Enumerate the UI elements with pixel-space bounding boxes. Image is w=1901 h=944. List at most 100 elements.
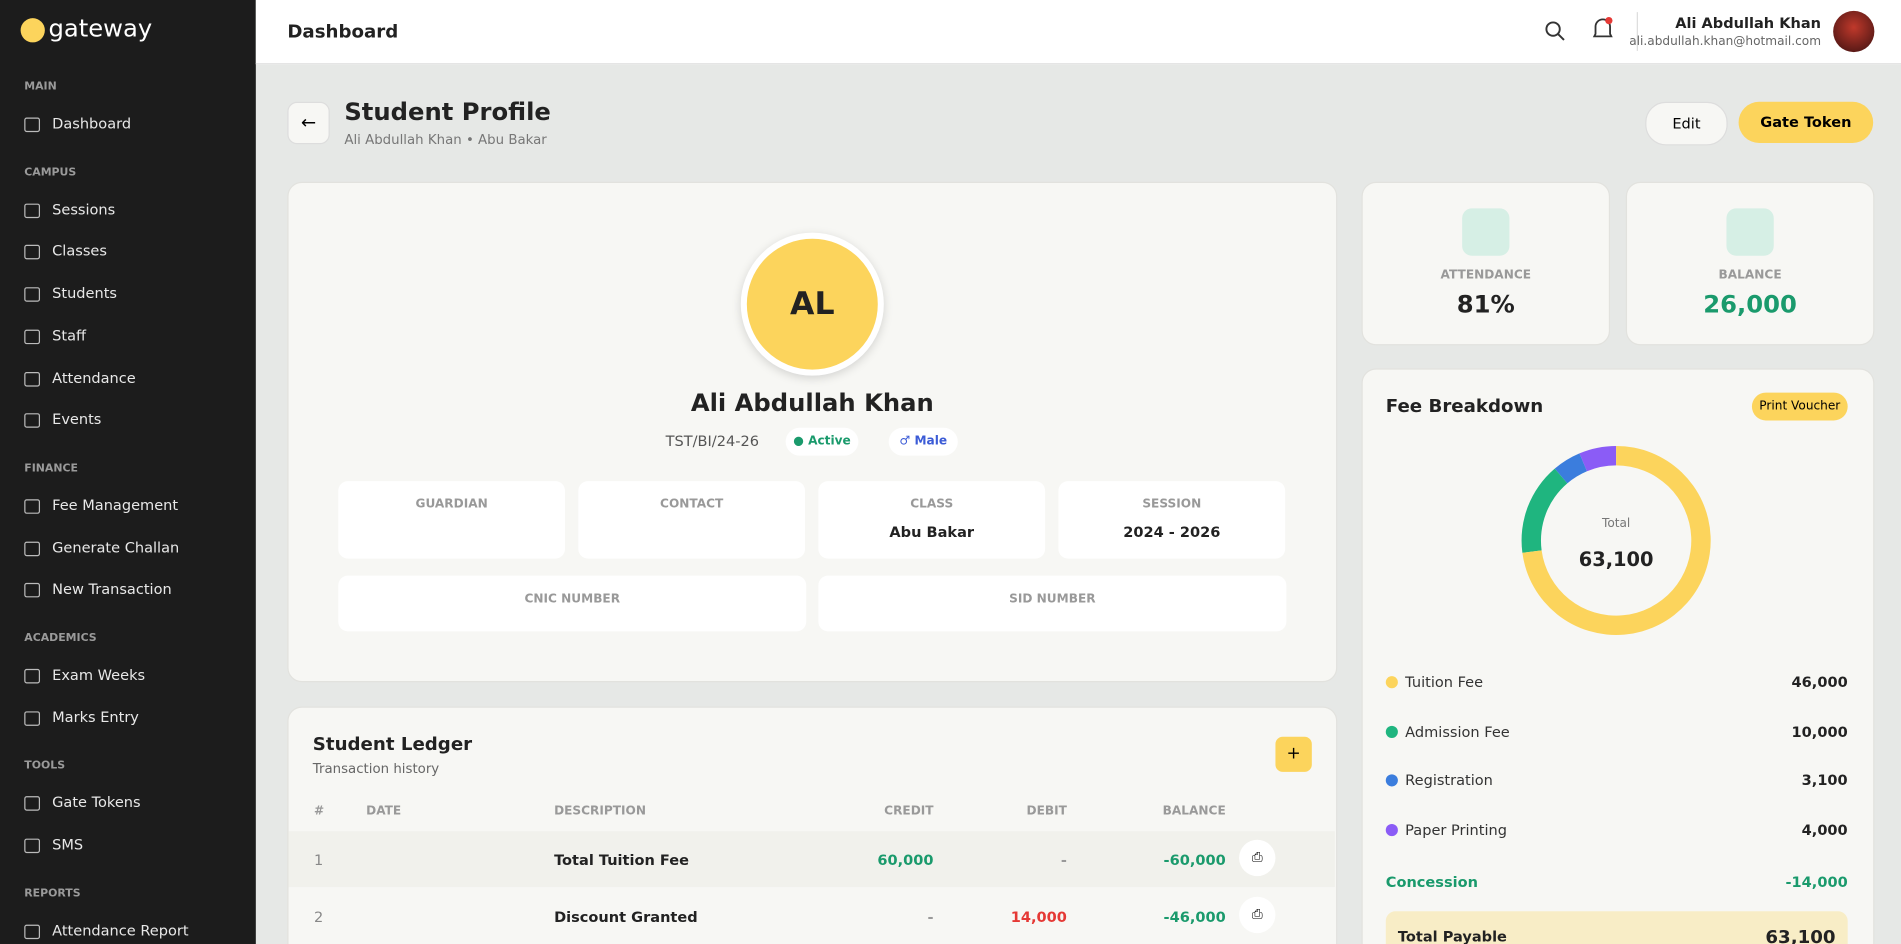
gender: Male — [914, 435, 948, 449]
search-icon[interactable] — [1545, 21, 1567, 43]
donut-chart: Total 63,100 — [1521, 445, 1711, 635]
nav-item[interactable]: Classes — [52, 242, 107, 260]
legend-value: 10,000 — [1791, 722, 1848, 740]
status: Active — [808, 435, 851, 449]
add-button[interactable]: + — [1275, 736, 1312, 772]
field-box: CONTACT — [578, 481, 806, 559]
nav-icon — [24, 924, 41, 939]
cell: -60,000 — [1163, 851, 1226, 869]
legend-name: Admission Fee — [1405, 722, 1510, 740]
donut-slice — [1521, 468, 1568, 553]
avatar[interactable] — [1833, 10, 1875, 53]
cell: -46,000 — [1163, 908, 1226, 926]
nav-section: CAMPUS — [24, 166, 77, 179]
column-header: CREDIT — [884, 804, 934, 818]
nav-icon — [24, 499, 41, 514]
print-voucher[interactable]: Print Voucher — [1751, 392, 1848, 421]
donut-slice — [1554, 453, 1587, 484]
edit-button[interactable]: Edit — [1645, 101, 1728, 146]
stat-icon — [1462, 208, 1510, 256]
field-value: Abu Bakar — [889, 523, 975, 541]
nav-item[interactable]: New Transaction — [52, 580, 172, 598]
nav-item[interactable]: Generate Challan — [52, 538, 180, 556]
concession-value: -14,000 — [1785, 873, 1848, 891]
nav-icon — [24, 117, 41, 133]
page-title: Student Profile — [344, 96, 551, 127]
nav-icon — [24, 287, 41, 302]
print-row[interactable]: ⎙ — [1239, 839, 1276, 877]
cell: Total Tuition Fee — [554, 851, 690, 869]
cell: - — [927, 908, 934, 926]
total-payable-box — [1385, 911, 1848, 944]
legend-name: Paper Printing — [1405, 820, 1507, 838]
sidebar: gateway MAIN Dashboard CAMPUS Sessions Class… — [0, 0, 256, 944]
nav-item[interactable]: Fee Management — [52, 496, 179, 514]
cell: 1 — [314, 851, 324, 869]
stat-label: ATTENDANCE — [1440, 269, 1532, 283]
nav-item[interactable]: Events — [52, 411, 102, 428]
nav-icon — [24, 413, 41, 428]
back-button[interactable]: ← — [287, 101, 330, 145]
legend-name: Registration — [1405, 771, 1493, 789]
nav-icon — [24, 838, 41, 854]
nav-icon — [24, 541, 41, 556]
total-payable-value: 63,100 — [1765, 925, 1836, 944]
nav-item[interactable]: Exam Weeks — [52, 666, 146, 684]
row-bg — [288, 831, 1335, 888]
donut-total: 63,100 — [1579, 548, 1654, 571]
id-box: CNIC NUMBER — [338, 575, 807, 632]
field-label: CLASS — [910, 498, 954, 512]
column-header: DEBIT — [1026, 804, 1067, 818]
id-label: SID NUMBER — [1009, 592, 1096, 606]
total-payable-label: Total Payable — [1397, 928, 1507, 944]
nav-item[interactable]: Attendance Report — [52, 921, 189, 939]
stat-card: BALANCE 26,000 — [1625, 181, 1875, 346]
ledger-title: Student Ledger — [312, 733, 473, 755]
nav-item[interactable]: Attendance — [52, 368, 136, 386]
nav-item[interactable]: Marks Entry — [52, 708, 139, 726]
nav-icon — [24, 329, 41, 344]
id-box: SID NUMBER — [818, 575, 1287, 632]
field-box: CLASS Abu Bakar — [818, 481, 1046, 559]
field-box: GUARDIAN — [338, 481, 565, 559]
cell: - — [1060, 851, 1067, 869]
stat-card: ATTENDANCE 81% — [1361, 181, 1611, 346]
page-subtitle: Ali Abdullah Khan • Abu Bakar — [344, 132, 547, 148]
cell: Discount Granted — [554, 908, 698, 926]
column-header: DESCRIPTION — [554, 804, 647, 818]
stat-label: BALANCE — [1718, 269, 1782, 283]
field-box: SESSION 2024 - 2026 — [1058, 481, 1286, 559]
bell-icon[interactable] — [1591, 16, 1615, 43]
stat-value: 81% — [1456, 289, 1515, 319]
brand: gateway — [48, 13, 153, 43]
nav-item[interactable]: Sessions — [52, 200, 116, 218]
field-label: GUARDIAN — [415, 498, 488, 512]
nav-section: TOOLS — [24, 760, 66, 773]
stat-value: 26,000 — [1703, 289, 1797, 319]
fee-title: Fee Breakdown — [1385, 395, 1544, 417]
nav-icon — [24, 668, 41, 684]
nav-item[interactable]: Gate Tokens — [52, 794, 141, 812]
cell: 14,000 — [1010, 908, 1067, 926]
print-row[interactable]: ⎙ — [1239, 896, 1276, 934]
row-bg — [288, 888, 1335, 944]
nav-item[interactable]: Staff — [52, 326, 87, 344]
user-email: ali.abdullah.khan@hotmail.com — [1629, 35, 1822, 49]
nav-item[interactable]: Dashboard — [52, 115, 132, 133]
nav-section: FINANCE — [24, 462, 78, 475]
nav-item[interactable]: Students — [52, 284, 117, 302]
ledger-subtitle: Transaction history — [312, 761, 440, 777]
column-header: BALANCE — [1162, 804, 1226, 818]
nav-item[interactable]: SMS — [52, 836, 84, 854]
nav-icon — [24, 371, 41, 386]
nav-icon — [24, 796, 41, 812]
id-label: CNIC NUMBER — [524, 592, 621, 606]
nav-icon — [24, 203, 41, 218]
gate-token-button[interactable]: Gate Token — [1738, 101, 1874, 143]
legend-value: 3,100 — [1801, 771, 1848, 789]
nav-icon — [24, 245, 41, 260]
divider — [1636, 12, 1638, 51]
field-label: CONTACT — [660, 498, 724, 512]
legend-dot — [1385, 823, 1398, 836]
